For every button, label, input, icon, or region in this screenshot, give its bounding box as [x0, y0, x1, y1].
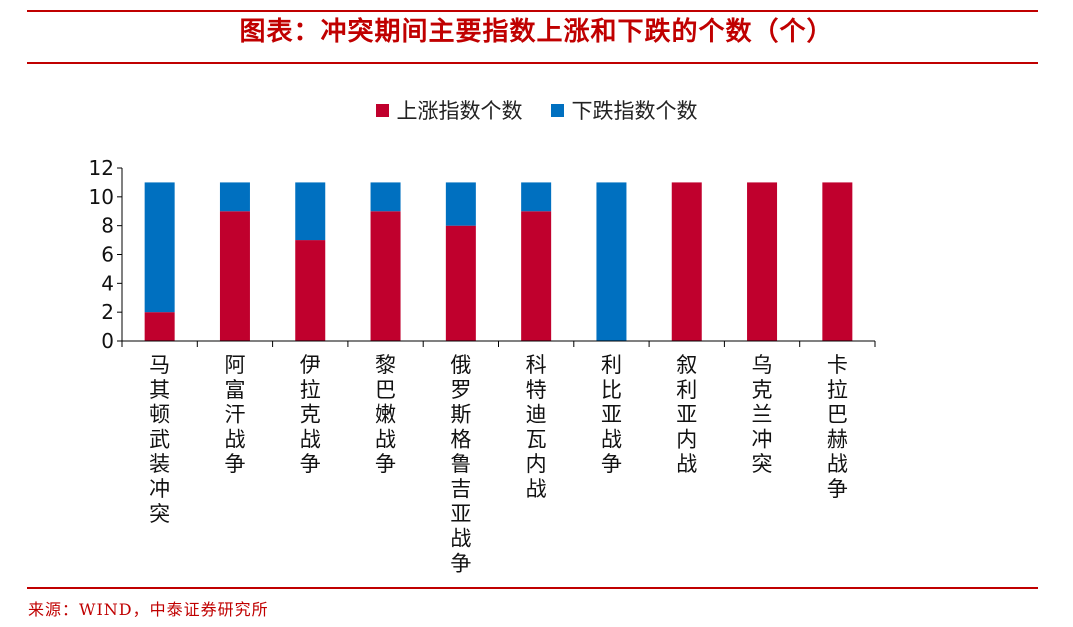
bar-fall: [295, 182, 326, 241]
y-tick-label: 6: [101, 243, 114, 267]
bar-rise: [144, 312, 175, 341]
bar-rise: [521, 211, 552, 341]
legend-label-rise: 上涨指数个数: [396, 99, 523, 123]
x-category-label: 阿富汗战争: [224, 353, 245, 476]
x-category-label: 俄罗斯格鲁吉亚战争: [450, 353, 471, 575]
chart-legend: 上涨指数个数 下跌指数个数: [0, 95, 1073, 125]
y-tick-label: 0: [101, 329, 114, 353]
y-tick-label: 10: [89, 185, 114, 209]
bar-rise: [445, 225, 476, 341]
x-category-label: 伊拉克战争: [300, 353, 321, 476]
x-category-label: 科特迪瓦内战: [526, 353, 547, 501]
title-underline: [27, 62, 1038, 64]
bar-rise: [671, 182, 702, 341]
bar-fall: [445, 182, 476, 226]
legend-swatch-rise: [375, 103, 389, 117]
bottom-rule: [27, 587, 1038, 589]
bar-fall: [521, 182, 552, 212]
source-note: 来源：WIND，中泰证券研究所: [28, 600, 269, 619]
top-rule: [27, 10, 1038, 12]
y-tick-label: 8: [101, 214, 114, 238]
x-category-label: 利比亚战争: [601, 353, 622, 476]
bar-fall: [370, 182, 401, 212]
y-tick-label: 12: [89, 156, 114, 180]
bar-rise: [370, 211, 401, 341]
bar-rise: [747, 182, 778, 341]
x-category-label: 叙利亚内战: [676, 353, 697, 476]
chart-title: 图表：冲突期间主要指数上涨和下跌的个数（个）: [239, 17, 834, 47]
bar-fall: [219, 182, 250, 212]
bar-fall: [596, 182, 627, 341]
bar-rise: [219, 211, 250, 341]
y-tick-label: 2: [101, 300, 114, 324]
bar-fall: [144, 182, 175, 313]
legend-item-fall: 下跌指数个数: [550, 95, 698, 125]
x-category-label: 乌克兰冲突: [752, 353, 773, 476]
x-category-label: 马其顿武装冲突: [149, 353, 170, 526]
legend-label-fall: 下跌指数个数: [571, 99, 698, 123]
bar-rise: [822, 182, 853, 341]
bar-rise: [295, 240, 326, 341]
legend-swatch-fall: [550, 103, 564, 117]
legend-item-rise: 上涨指数个数: [375, 95, 523, 125]
x-category-label: 卡拉巴赫战争: [827, 353, 848, 501]
x-category-label: 黎巴嫩战争: [375, 353, 396, 476]
y-tick-label: 4: [101, 271, 114, 295]
